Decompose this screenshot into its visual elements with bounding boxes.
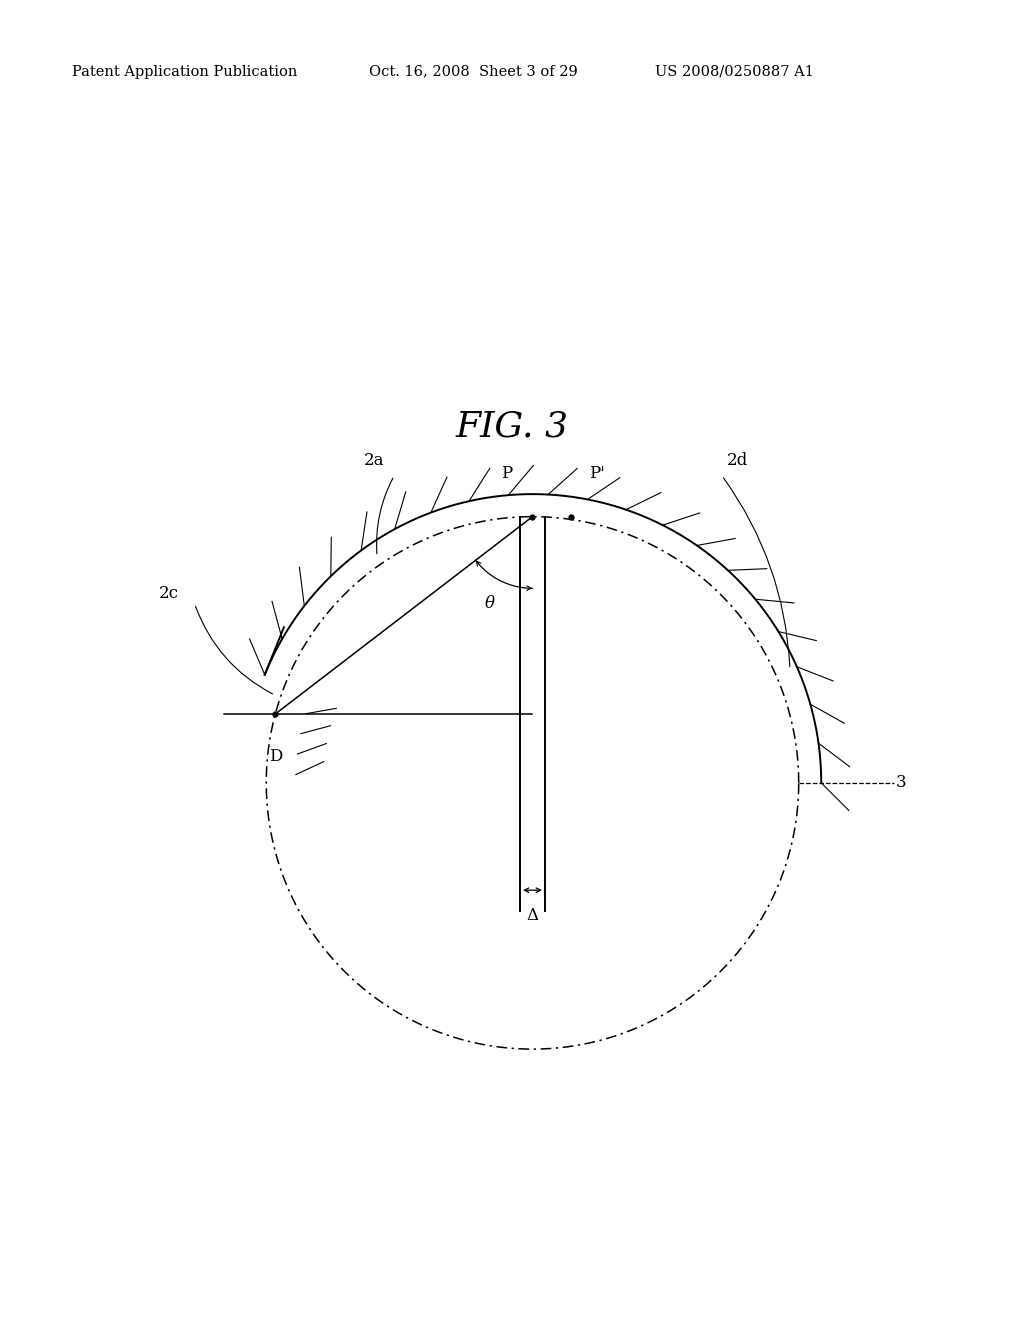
Text: Δ: Δ	[526, 907, 539, 924]
Text: 2d: 2d	[727, 451, 748, 469]
Text: P': P'	[589, 465, 605, 482]
Text: D: D	[268, 748, 282, 766]
Text: Patent Application Publication: Patent Application Publication	[72, 65, 297, 79]
Text: P: P	[502, 465, 512, 482]
Text: 2c: 2c	[159, 585, 179, 602]
Text: FIG. 3: FIG. 3	[456, 409, 568, 444]
Text: 3: 3	[896, 775, 906, 792]
Text: US 2008/0250887 A1: US 2008/0250887 A1	[655, 65, 814, 79]
Text: 2a: 2a	[364, 451, 384, 469]
Text: Oct. 16, 2008  Sheet 3 of 29: Oct. 16, 2008 Sheet 3 of 29	[369, 65, 578, 79]
Text: θ: θ	[484, 595, 495, 612]
